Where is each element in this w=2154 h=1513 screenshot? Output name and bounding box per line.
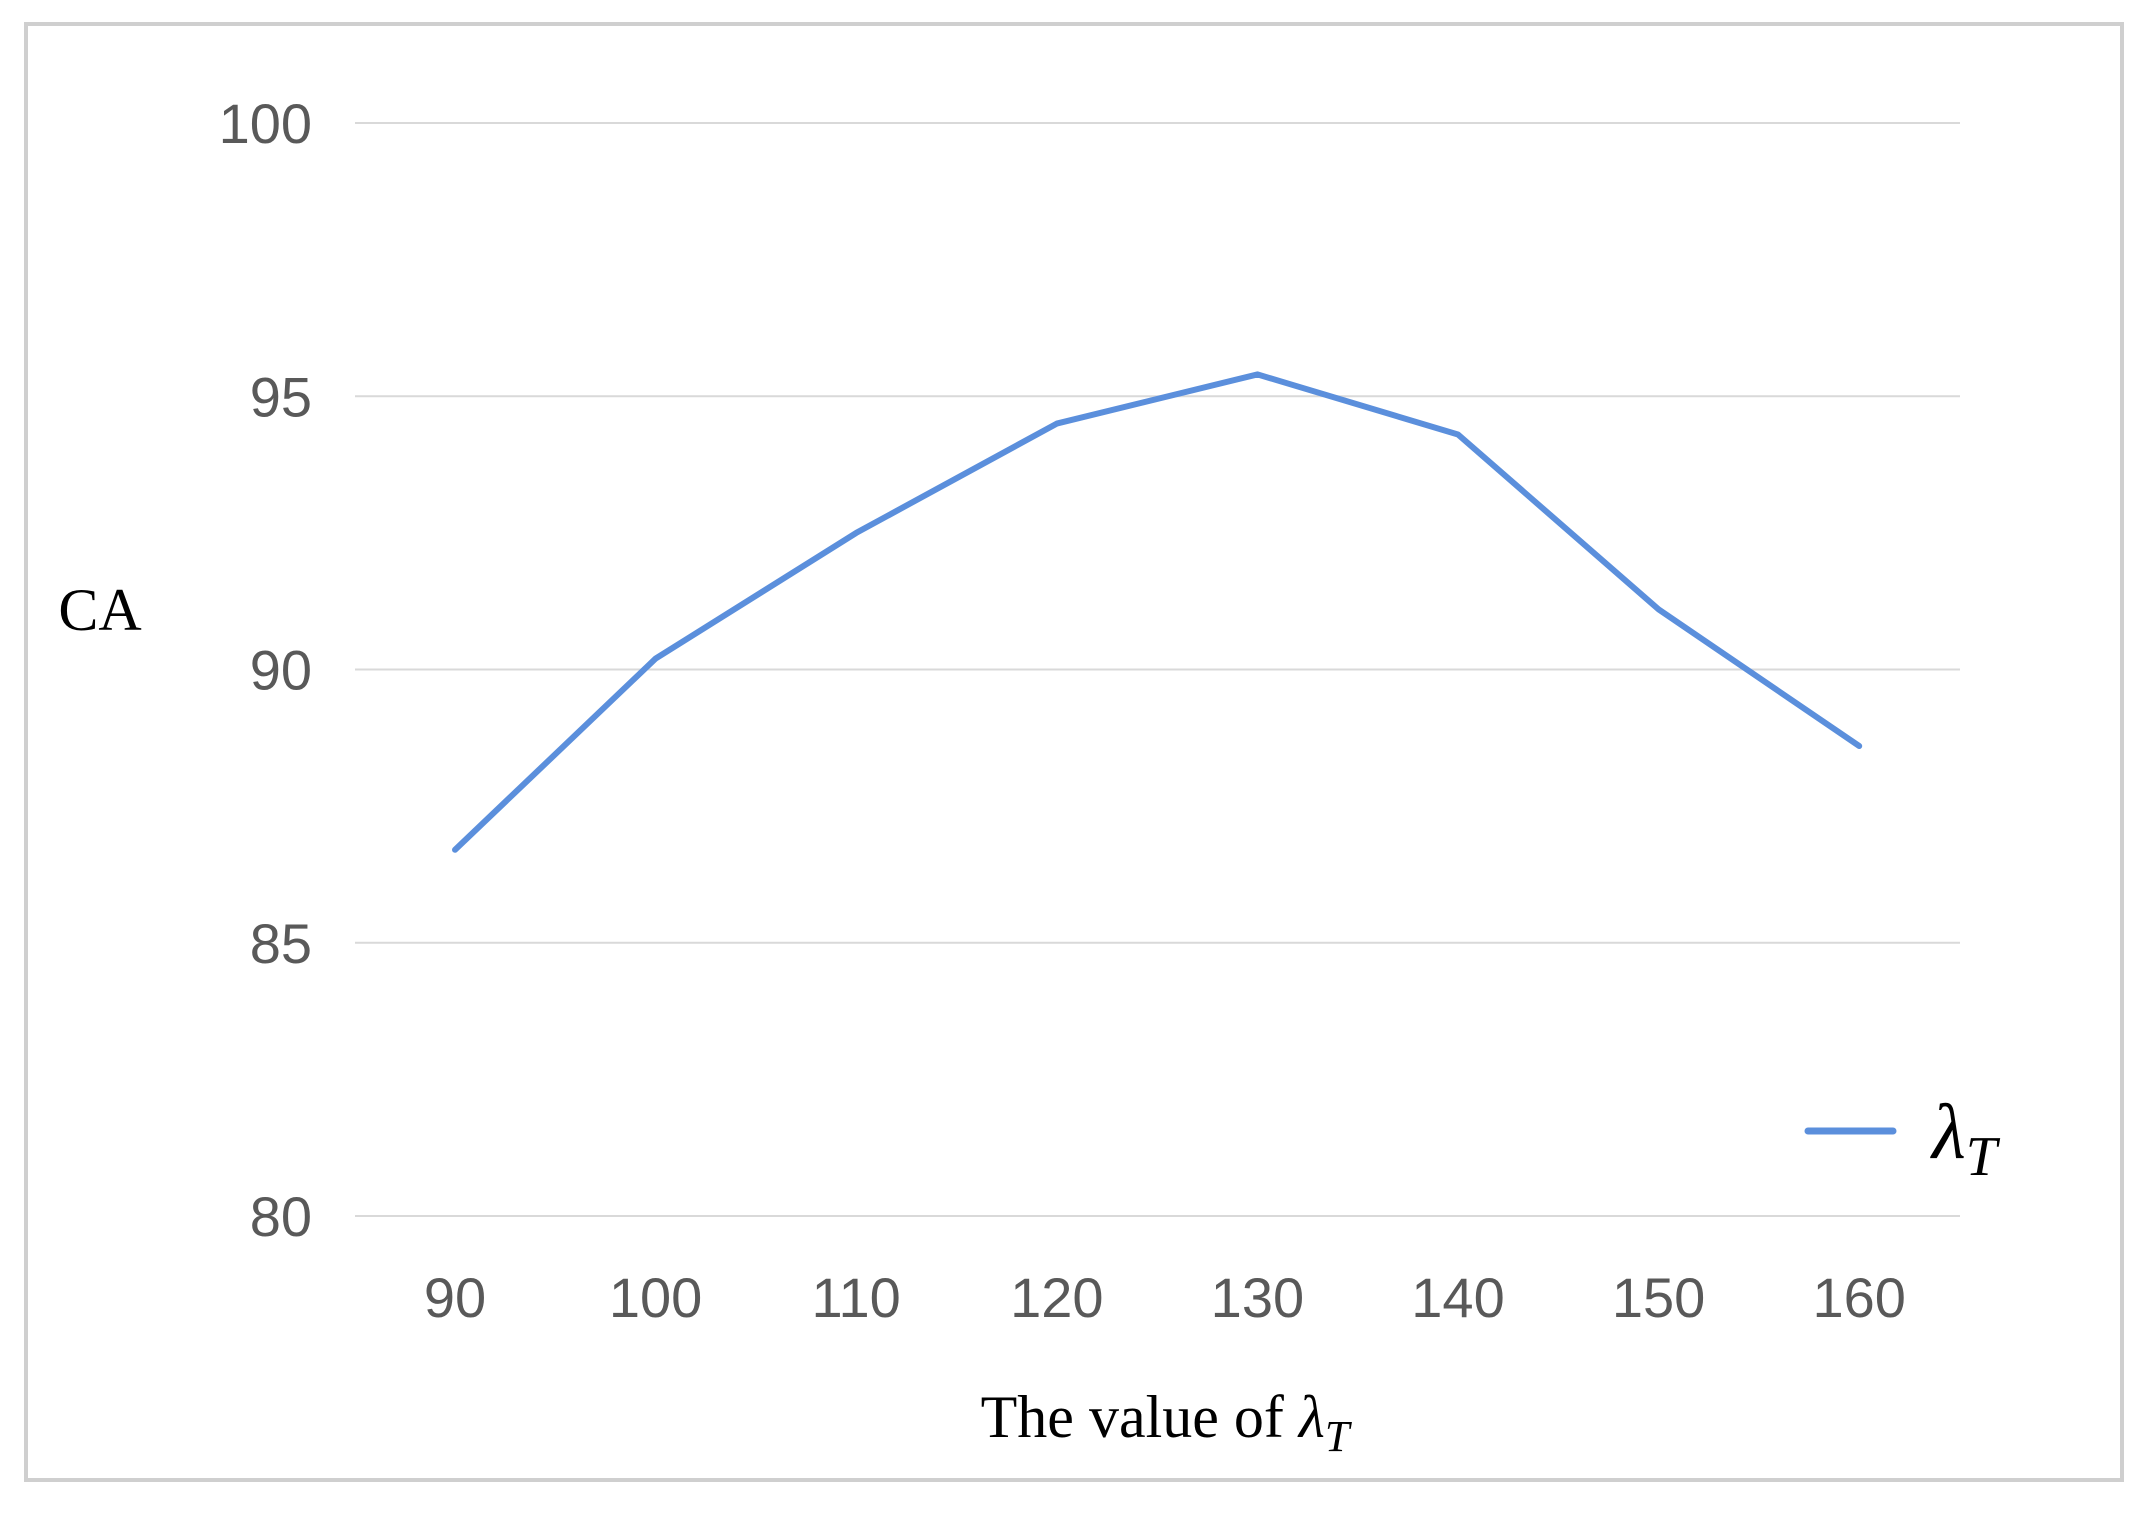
- x-tick-labels: 90 100 110 120 130 140 150 160: [424, 1266, 1906, 1329]
- y-axis-title: CA: [58, 577, 141, 643]
- chart-frame: [24, 22, 2124, 1482]
- x-axis-title: The value of λT: [981, 1384, 1353, 1461]
- x-tick-label-130: 130: [1211, 1266, 1304, 1329]
- legend: λT: [1804, 1088, 2001, 1188]
- x-tick-label-110: 110: [812, 1266, 901, 1329]
- y-tick-label-85: 85: [250, 912, 312, 975]
- legend-label: λT: [1930, 1088, 2001, 1188]
- series-lines: [452, 371, 1863, 853]
- x-tick-label-160: 160: [1812, 1266, 1905, 1329]
- y-tick-label-90: 90: [250, 639, 312, 702]
- y-tick-labels: 80 85 90 95 100: [219, 92, 312, 1248]
- x-tick-label-90: 90: [424, 1266, 486, 1329]
- series-line-0: [452, 371, 1863, 853]
- x-tick-label-120: 120: [1010, 1266, 1103, 1329]
- x-tick-label-100: 100: [609, 1266, 702, 1329]
- y-tick-label-80: 80: [250, 1185, 312, 1248]
- x-tick-label-140: 140: [1411, 1266, 1504, 1329]
- x-tick-label-150: 150: [1612, 1266, 1705, 1329]
- gridlines: [355, 122, 1960, 1217]
- y-tick-label-95: 95: [250, 365, 312, 428]
- y-tick-label-100: 100: [219, 92, 312, 155]
